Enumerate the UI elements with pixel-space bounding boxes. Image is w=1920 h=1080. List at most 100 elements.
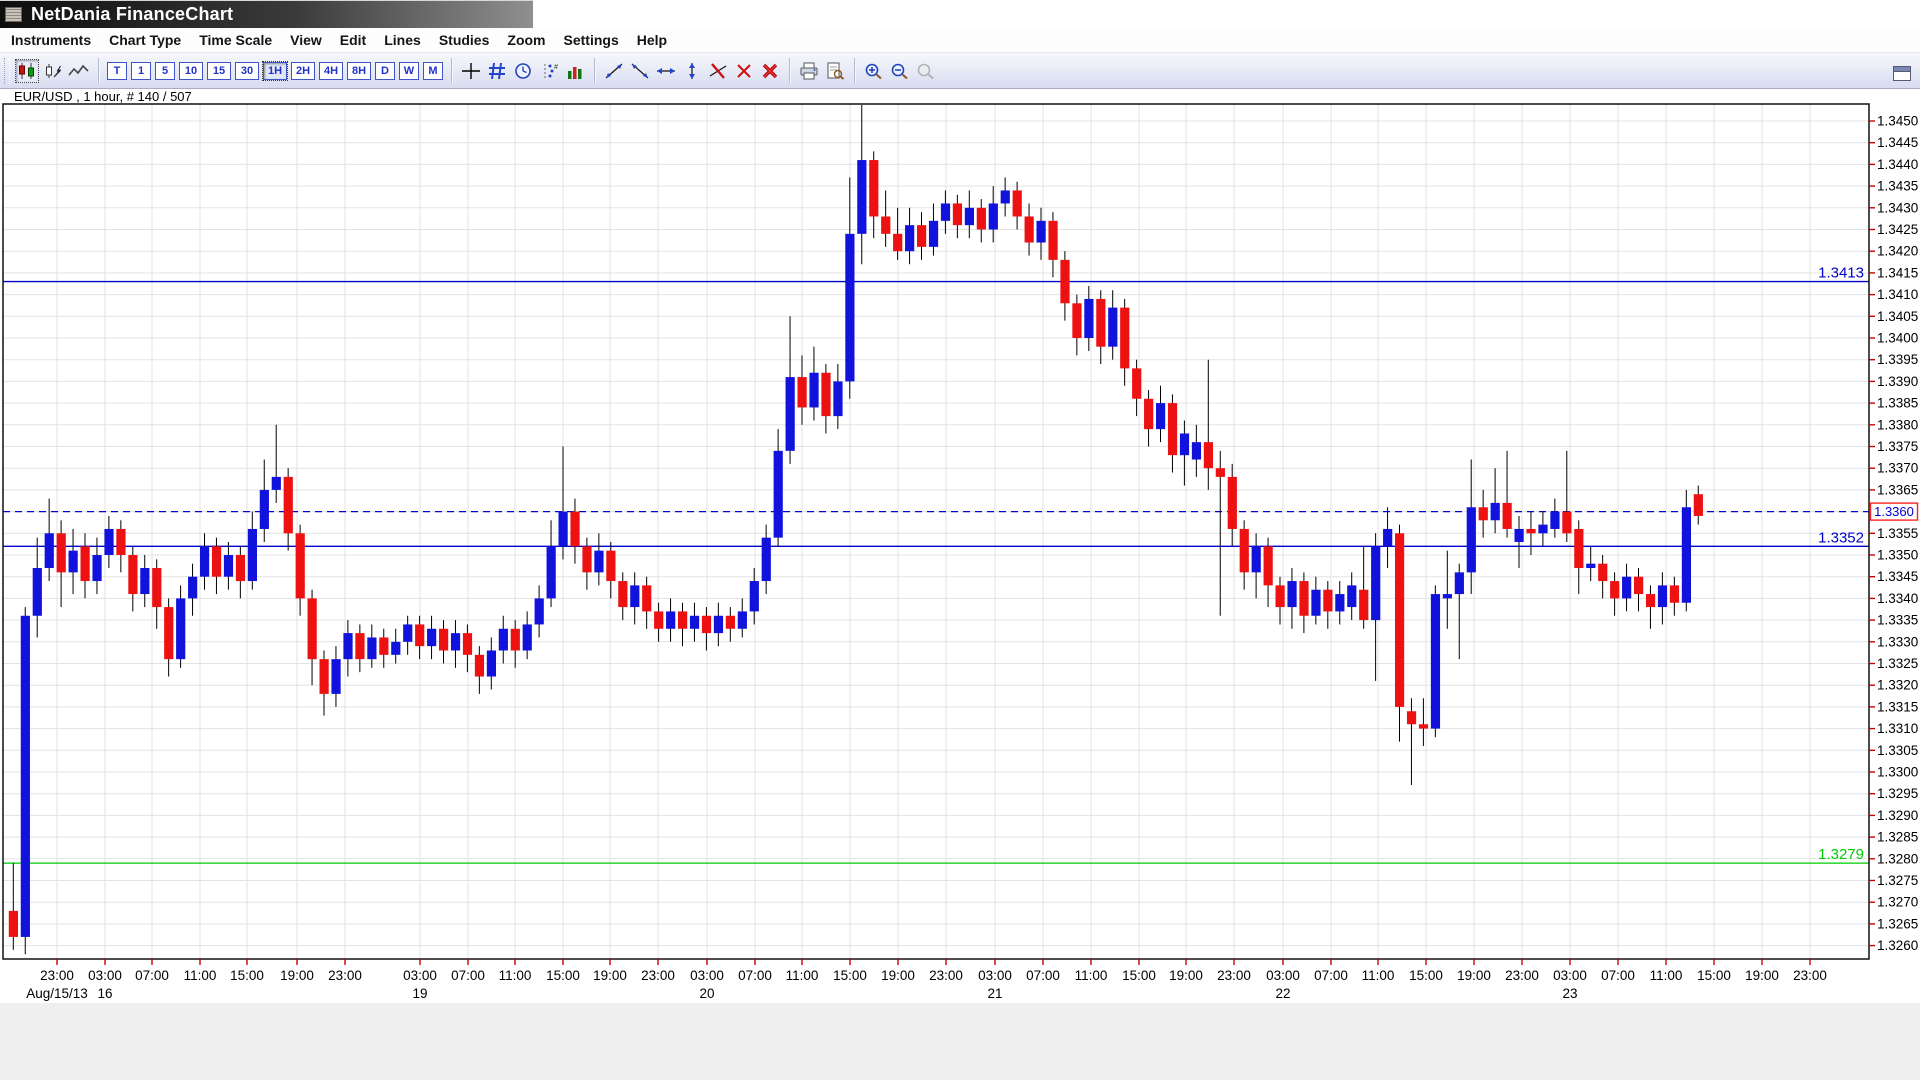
candle [1586,563,1596,569]
trend-vertical-icon [681,62,703,80]
print-button[interactable] [797,59,821,83]
grid-button[interactable] [485,59,509,83]
candle [952,203,963,226]
timeframe-1h-button[interactable]: 1H [262,60,288,81]
trendline-vertical-button[interactable] [680,59,704,83]
crosshair-button[interactable] [459,59,483,83]
timeframe-4h-button[interactable]: 4H [319,61,343,80]
alarm-button[interactable] [511,59,535,83]
trend-up-icon [603,62,625,80]
menu-zoom[interactable]: Zoom [507,32,546,48]
candle [1215,468,1225,477]
timeframe-2h-button[interactable]: 2H [291,61,315,80]
timeframe-t-button[interactable]: T [107,61,127,80]
menu-instruments[interactable]: Instruments [11,32,92,48]
timeframe-10-button[interactable]: 10 [179,61,203,80]
candle [1191,442,1202,460]
candle [80,546,90,582]
menu-edit[interactable]: Edit [339,32,367,48]
candle [773,450,783,538]
price-axis-label: 1.3305 [1877,743,1918,758]
timeframe-5-button[interactable]: 5 [155,61,175,80]
candle [1323,589,1333,612]
candle [1371,546,1381,621]
price-axis[interactable]: 1.3450 1.3445 1.3440 1.3435 1.3430 1.3425 1.34… [1869,114,1918,954]
data-labels-button[interactable]: # [537,59,561,83]
candlestick-chart-button[interactable] [15,58,39,83]
candle [259,489,269,529]
ohlc-pointer-button[interactable] [41,59,65,83]
price-axis-label: 1.3415 [1877,265,1918,280]
print-preview-button[interactable] [823,59,847,83]
zoom-reset-button[interactable] [914,59,938,83]
time-axis-label: 03:00 [1266,968,1300,983]
trendline-down-button[interactable] [628,59,652,83]
time-axis[interactable]: 23:00 03:00 07:00 11:00 15:00 19:00 23:00 03:00… [26,959,1827,1001]
candle [211,546,222,577]
timeframe-15-button[interactable]: 15 [207,61,231,80]
candle [606,550,616,582]
price-axis-label: 1.3280 [1877,851,1918,866]
candle [761,537,771,582]
time-axis-label: 19:00 [1169,968,1203,983]
candle [1048,220,1058,260]
workspace-panel-icon[interactable] [1893,66,1911,81]
menu-lines[interactable]: Lines [384,32,421,48]
candle [1418,724,1429,729]
timeframe-d-button[interactable]: D [375,61,395,80]
time-axis-label: 11:00 [499,968,532,983]
price-axis-label: 1.3260 [1877,938,1918,953]
price-axis-label: 1.3290 [1877,808,1918,823]
toolbar-grip[interactable] [4,57,10,84]
price-axis-label: 1.3355 [1877,526,1918,541]
menu-chart-type[interactable]: Chart Type [109,32,182,48]
menu-time-scale[interactable]: Time Scale [199,32,273,48]
date-axis-label: 21 [987,986,1002,1001]
line-chart-button[interactable] [67,59,91,83]
candle [319,659,329,694]
menu-help[interactable]: Help [636,32,668,48]
remove-line-button[interactable] [706,59,730,83]
menu-view[interactable]: View [290,32,322,48]
time-axis-label: 19:00 [280,968,314,983]
time-axis-label: 07:00 [738,968,772,983]
candle [247,528,257,582]
menu-studies[interactable]: Studies [438,32,490,48]
delete-button[interactable] [732,59,756,83]
candle [725,615,735,629]
timeframe-w-button[interactable]: W [399,61,419,80]
delete-all-button[interactable] [758,59,782,83]
time-axis-label: 07:00 [451,968,485,983]
candle [678,611,688,629]
candle [32,568,42,616]
candle [654,611,664,629]
crosshair-icon [461,62,481,80]
timeframe-8h-button[interactable]: 8H [347,61,371,80]
price-line-label: 1.3279 [1818,846,1864,863]
candle [1669,585,1680,603]
data-labels-icon: # [540,62,558,80]
time-axis-label: 23:00 [1505,968,1539,983]
trendline-horizontal-button[interactable] [654,59,678,83]
candle [1072,303,1082,338]
candle [701,615,712,634]
candle [1299,581,1309,616]
price-axis-label: 1.3400 [1877,331,1918,346]
volume-button[interactable] [563,59,587,83]
timeframe-m-button[interactable]: M [423,61,443,80]
window-titlebar[interactable]: NetDania FinanceChart [0,0,533,28]
candle [1622,576,1632,599]
menu-settings[interactable]: Settings [563,32,619,48]
candle [331,659,341,694]
zoom-out-button[interactable] [888,59,912,83]
candle [833,381,843,417]
candle [1024,216,1034,243]
trendline-up-button[interactable] [602,59,626,83]
candle [1693,494,1703,516]
zoom-in-button[interactable] [862,59,886,83]
timeframe-1-button[interactable]: 1 [131,61,151,80]
candle [1000,190,1010,204]
candlestick-chart[interactable]: 1.3450 1.3445 1.3440 1.3435 1.3430 1.3425 1.34… [0,103,1920,1003]
time-axis-label: 03:00 [690,968,724,983]
timeframe-30-button[interactable]: 30 [235,61,259,80]
